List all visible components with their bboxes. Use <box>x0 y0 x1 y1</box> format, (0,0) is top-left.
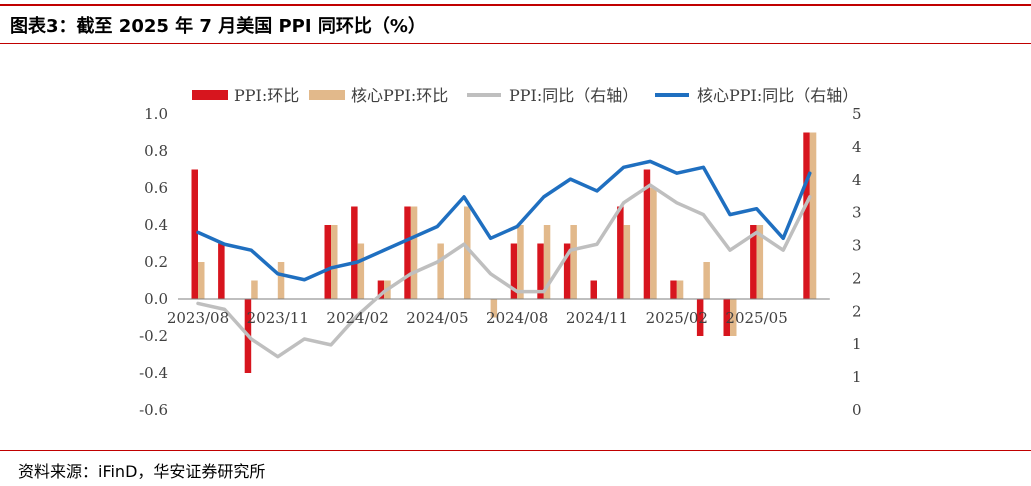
bar-ppi-mom <box>723 299 730 336</box>
axis-left: 1.0 0.8 0.6 0.4 0.2 0.0 -0.2 -0.4 -0.6 <box>139 105 168 419</box>
y-left-tick-label: 0.6 <box>144 179 168 197</box>
bar-core-ppi-mom <box>410 206 418 299</box>
y-left-tick-label: 0.0 <box>144 290 168 308</box>
source-note: 资料来源：iFinD，华安证券研究所 <box>18 462 266 481</box>
y-right-tick-label: 3 <box>852 237 862 255</box>
bar-ppi-mom <box>670 280 677 299</box>
title-top-rule <box>0 4 1031 6</box>
bar-core-ppi-mom <box>756 225 764 299</box>
legend-swatch <box>192 90 228 100</box>
bar-ppi-mom <box>324 225 331 299</box>
bar-core-ppi-mom <box>437 243 444 299</box>
bar-core-ppi-mom <box>809 132 817 299</box>
legend-label: PPI:环比 <box>234 86 299 105</box>
bar-ppi-mom <box>404 206 411 299</box>
y-right-tick-label: 2 <box>852 269 862 287</box>
line-ppi-yoy <box>196 183 812 359</box>
bar-core-ppi-mom <box>543 225 551 299</box>
chart-svg: PPI:环比 核心PPI:环比 PPI:同比（右轴） 核心PPI:同比（右轴） 1.0… <box>139 86 862 419</box>
x-tick-label: 2024/02 <box>326 309 388 327</box>
y-right-tick-label: 2 <box>852 302 862 320</box>
chart-area: PPI:环比 核心PPI:环比 PPI:同比（右轴） 核心PPI:同比（右轴） 1.0… <box>0 46 1031 450</box>
x-tick-label: 2024/11 <box>566 309 628 327</box>
bar-core-ppi-mom <box>277 262 285 299</box>
y-left-tick-label: 0.8 <box>144 142 168 160</box>
y-right-tick-label: 4 <box>852 138 862 156</box>
bar-ppi-mom <box>351 206 358 299</box>
bar-ppi-mom <box>377 280 385 299</box>
bar-ppi-mom <box>750 225 757 299</box>
page-title: 图表3：截至 2025 年 7 月美国 PPI 同环比（%） <box>10 16 426 37</box>
bar-core-ppi-mom <box>570 225 577 299</box>
legend-label: 核心PPI:环比 <box>351 86 448 105</box>
bar-core-ppi-mom <box>251 280 258 299</box>
bar-ppi-mom <box>218 243 225 299</box>
y-right-tick-label: 5 <box>852 105 862 123</box>
y-right-tick-label: 0 <box>852 401 862 419</box>
bars <box>191 132 817 373</box>
y-left-tick-label: -0.4 <box>139 364 168 382</box>
bar-core-ppi-mom <box>623 225 631 299</box>
x-axis-ticks: 2023/08 2023/11 2024/02 2024/05 2024/08 2024/… <box>167 309 788 327</box>
footer-rule <box>0 450 1031 451</box>
legend-label: 核心PPI:同比（右轴） <box>697 86 858 105</box>
bar-core-ppi-mom <box>730 299 737 336</box>
y-left-tick-label: -0.2 <box>139 327 168 345</box>
bar-ppi-mom <box>803 132 810 299</box>
title-bar: 图表3：截至 2025 年 7 月美国 PPI 同环比（%） <box>0 0 1031 46</box>
bar-ppi-mom <box>643 169 651 299</box>
x-tick-label: 2024/08 <box>486 309 548 327</box>
bar-core-ppi-mom <box>517 225 524 299</box>
bar-core-ppi-mom <box>357 243 365 299</box>
bar-ppi-mom <box>510 243 518 299</box>
bar-core-ppi-mom <box>331 225 338 299</box>
bar-core-ppi-mom <box>650 188 657 299</box>
legend: PPI:环比 核心PPI:环比 PPI:同比（右轴） 核心PPI:同比（右轴） <box>192 86 858 105</box>
bar-ppi-mom <box>590 280 597 299</box>
y-left-tick-label: 1.0 <box>144 105 168 123</box>
legend-swatch <box>309 90 345 100</box>
y-left-tick-label: -0.6 <box>139 401 168 419</box>
bar-ppi-mom <box>696 299 704 336</box>
bar-core-ppi-mom <box>703 262 710 299</box>
x-tick-label: 2023/08 <box>167 309 229 327</box>
title-bottom-rule <box>0 43 1031 44</box>
y-right-tick-label: 1 <box>852 368 862 386</box>
x-tick-label: 2025/02 <box>646 309 708 327</box>
bar-core-ppi-mom <box>464 206 471 299</box>
line-core-ppi-yoy <box>196 159 812 282</box>
y-right-tick-label: 3 <box>852 204 862 222</box>
y-right-tick-label: 4 <box>852 171 862 189</box>
bar-core-ppi-mom <box>490 299 498 318</box>
bar-ppi-mom <box>617 206 624 299</box>
x-tick-label: 2023/11 <box>247 309 309 327</box>
x-tick-label: 2025/05 <box>725 309 787 327</box>
bar-ppi-mom <box>537 243 544 299</box>
y-left-tick-label: 0.2 <box>144 253 168 271</box>
bar-core-ppi-mom <box>676 280 684 299</box>
lines <box>196 159 812 359</box>
y-right-tick-label: 1 <box>852 335 862 353</box>
bar-ppi-mom <box>563 243 571 299</box>
y-left-tick-label: 0.4 <box>144 216 168 234</box>
bar-ppi-mom <box>191 169 198 299</box>
legend-label: PPI:同比（右轴） <box>509 86 638 105</box>
axis-right: 5 4 4 3 3 2 2 1 1 0 <box>852 105 862 419</box>
bar-core-ppi-mom <box>198 262 205 299</box>
x-tick-label: 2024/05 <box>406 309 468 327</box>
